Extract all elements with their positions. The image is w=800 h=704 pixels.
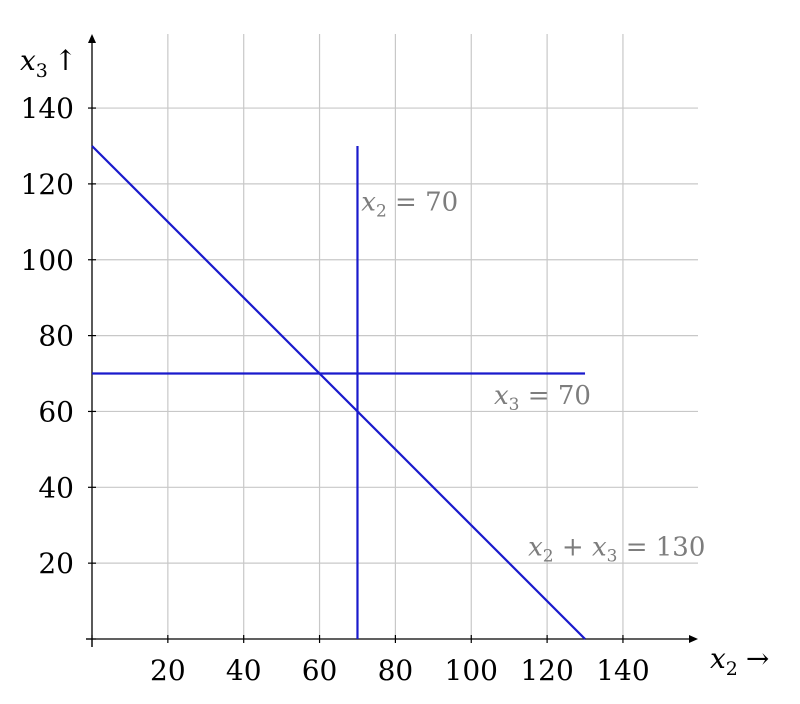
x-tick-label: 40 xyxy=(226,654,262,687)
y-axis-label-var: x xyxy=(20,44,36,77)
x-axis-arrowhead xyxy=(689,635,698,643)
y-tick-label: 140 xyxy=(21,92,74,125)
annotation-part: 2 xyxy=(376,201,387,221)
ticks: 20 40 60 80 100 120 140 20 40 60 80 100 120 140 xyxy=(21,92,650,687)
series-line-1 xyxy=(91,145,586,640)
annotation-part: 3 xyxy=(607,547,618,567)
annotation-2: x3 = 70 xyxy=(494,381,591,415)
x-axis-label-sub: 2 xyxy=(726,658,738,680)
annotation-1: x2 = 70 xyxy=(361,187,458,221)
x-tick-label: 20 xyxy=(150,654,186,687)
annotation-part: = 70 xyxy=(387,187,458,217)
x-axis-label: x2 → xyxy=(710,642,769,680)
x-tick-label: 80 xyxy=(378,654,414,687)
x-tick-label: 60 xyxy=(302,654,338,687)
annotation-part: + xyxy=(554,533,592,563)
y-tick-label: 120 xyxy=(21,168,74,201)
annotation-part: = 70 xyxy=(520,381,591,411)
x-tick-label: 120 xyxy=(520,654,573,687)
x-tick-label: 140 xyxy=(596,654,649,687)
grid xyxy=(92,34,698,639)
axes xyxy=(86,34,698,647)
y-tick-label: 60 xyxy=(38,395,74,428)
annotation-part: 3 xyxy=(509,395,520,415)
series-group xyxy=(91,145,586,640)
annotation-part: x xyxy=(592,533,607,563)
x-axis-label-var: x xyxy=(710,642,726,675)
y-axis-label: x3 ↑ xyxy=(20,44,77,82)
y-axis-label-arrow: ↑ xyxy=(54,44,77,77)
y-axis-label-sub: 3 xyxy=(36,60,48,82)
y-tick-label: 20 xyxy=(38,547,74,580)
annotation-part: 2 xyxy=(543,547,554,567)
x-axis-label-arrow: → xyxy=(746,642,769,675)
y-tick-label: 40 xyxy=(38,471,74,504)
annotation-part: x xyxy=(494,381,509,411)
annotation-3: x2 + x3 = 130 xyxy=(528,533,705,567)
annotation-part: x xyxy=(528,533,543,563)
y-tick-label: 80 xyxy=(38,320,74,353)
annotation-part: = 130 xyxy=(617,533,705,563)
y-tick-label: 100 xyxy=(21,244,74,277)
annotation-part: x xyxy=(361,187,376,217)
y-axis-arrowhead xyxy=(88,34,96,43)
x-tick-label: 100 xyxy=(445,654,498,687)
